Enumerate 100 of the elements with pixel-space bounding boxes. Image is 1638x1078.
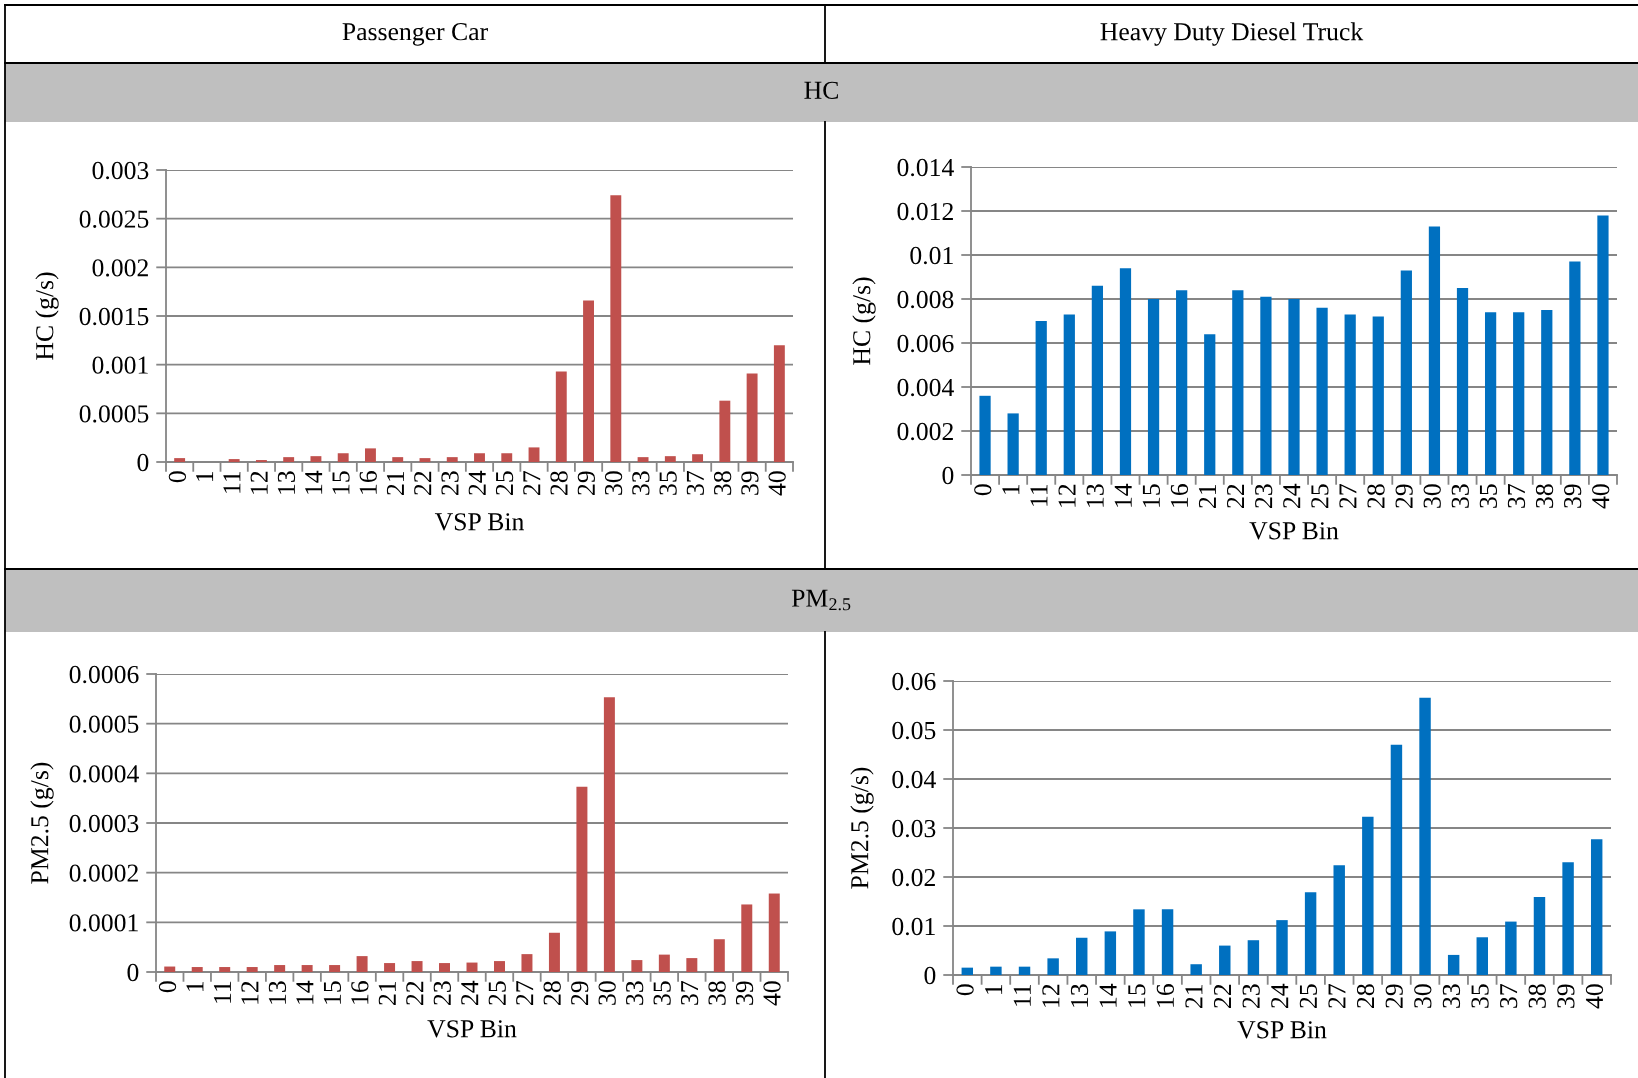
x-tick-label: 28 (550, 471, 568, 495)
y-axis-title: HC (g/s) (852, 277, 876, 365)
x-tick-label: 35 (659, 471, 677, 495)
bar (1076, 937, 1088, 975)
bar (1333, 865, 1345, 975)
bar (1219, 945, 1231, 975)
bar (1419, 697, 1431, 975)
x-tick-label: 11 (1013, 984, 1031, 1006)
bar (191, 967, 203, 972)
x-tick-label: 24 (468, 470, 486, 495)
bar (1018, 966, 1031, 975)
text: HC (804, 81, 838, 99)
bar (439, 963, 451, 972)
x-axis-title: VSP Bin (427, 1020, 517, 1038)
x-axis-title: VSP Bin (434, 513, 524, 531)
x-tick-label: 0 (168, 471, 187, 483)
x-tick-label: 28 (543, 981, 561, 1005)
bar (411, 961, 423, 972)
x-tick-label: 22 (414, 471, 432, 495)
bar (610, 195, 622, 462)
x-tick-label: 12 (250, 471, 268, 494)
bar (274, 965, 286, 972)
bar (548, 932, 560, 972)
bar (521, 954, 533, 972)
bar (1390, 744, 1403, 975)
x-tick-label: 29 (1395, 484, 1413, 508)
y-tick-label: 0.001 (92, 356, 148, 374)
bar (1260, 296, 1272, 475)
x-tick-label: 24 (1271, 983, 1289, 1008)
x-tick-label: 21 (1198, 484, 1216, 508)
bar (1161, 909, 1174, 975)
bar (664, 456, 676, 462)
bar (1597, 215, 1609, 475)
x-tick-label: 37 (686, 471, 705, 495)
x-tick-label: 13 (268, 981, 287, 1004)
x-tick-label: 1 (186, 981, 204, 991)
bar (219, 967, 231, 972)
x-tick-label: 39 (1557, 984, 1575, 1008)
bar (1176, 290, 1188, 475)
bar (990, 966, 1002, 975)
bar (1288, 299, 1300, 475)
bar (1304, 892, 1317, 975)
x-tick-label: 0 (956, 984, 974, 996)
bar (658, 954, 670, 972)
x-axis-title: VSP Bin (1249, 522, 1339, 540)
x-tick-label: 40 (1592, 484, 1610, 509)
x-tick-label: 16 (359, 471, 377, 494)
y-tick-label: 0.06 (892, 672, 936, 691)
x-tick-label: 33 (1442, 984, 1461, 1008)
y-tick-label: 0.05 (892, 721, 936, 740)
x-tick-label: 37 (1500, 984, 1518, 1008)
bar (631, 960, 643, 972)
x-tick-label: 14 (296, 980, 314, 1004)
bar (1505, 921, 1517, 975)
x-tick-label: 1 (985, 984, 1003, 994)
bar (1147, 299, 1160, 475)
y-axis-title: PM2.5 (g/s) (30, 762, 54, 884)
bar (501, 453, 513, 462)
bar (174, 458, 186, 462)
x-tick-label: 29 (571, 981, 589, 1005)
bar (310, 456, 322, 462)
x-tick-label: 30 (1423, 484, 1441, 508)
x-tick-label: 12 (241, 981, 259, 1004)
bar (576, 786, 588, 972)
x-tick-label: 39 (1564, 484, 1582, 508)
x-tick-label: 33 (632, 471, 650, 495)
bar (555, 371, 567, 462)
y-tick-label: 0.04 (892, 770, 936, 789)
y-tick-label: 0.002 (897, 422, 953, 441)
x-tick-label: 1 (196, 471, 214, 481)
bar (713, 939, 725, 972)
y-tick-label: 0.0015 (79, 307, 149, 326)
x-tick-label: 22 (1226, 484, 1244, 508)
x-tick-label: 30 (598, 981, 616, 1005)
bar (1590, 839, 1603, 975)
bar (1513, 312, 1525, 475)
bar (746, 373, 758, 462)
x-tick-label: 30 (604, 471, 623, 495)
x-tick-label: 23 (1242, 984, 1260, 1008)
bar (1562, 862, 1574, 975)
bar (446, 457, 458, 462)
bar (1447, 954, 1460, 975)
x-tick-label: 16 (351, 981, 369, 1004)
y-axis-title: HC (g/s) (35, 272, 59, 360)
bar (1569, 261, 1581, 475)
bar (419, 458, 431, 462)
x-tick-label: 16 (1156, 984, 1174, 1007)
y-tick-label: 0.0004 (69, 765, 139, 783)
bar (1204, 334, 1216, 475)
bar (365, 448, 376, 462)
bar (228, 459, 240, 462)
y-tick-label: 0.012 (897, 202, 953, 221)
x-tick-label: 21 (1185, 984, 1203, 1008)
bar (1035, 321, 1047, 475)
bar (603, 697, 615, 972)
text: Heavy Duty Diesel Truck (1100, 22, 1364, 46)
bar (283, 457, 295, 462)
x-tick-label: 1 (1002, 484, 1020, 494)
bar (392, 457, 404, 462)
y-axis-title: PM2.5 (g/s) (850, 767, 874, 889)
